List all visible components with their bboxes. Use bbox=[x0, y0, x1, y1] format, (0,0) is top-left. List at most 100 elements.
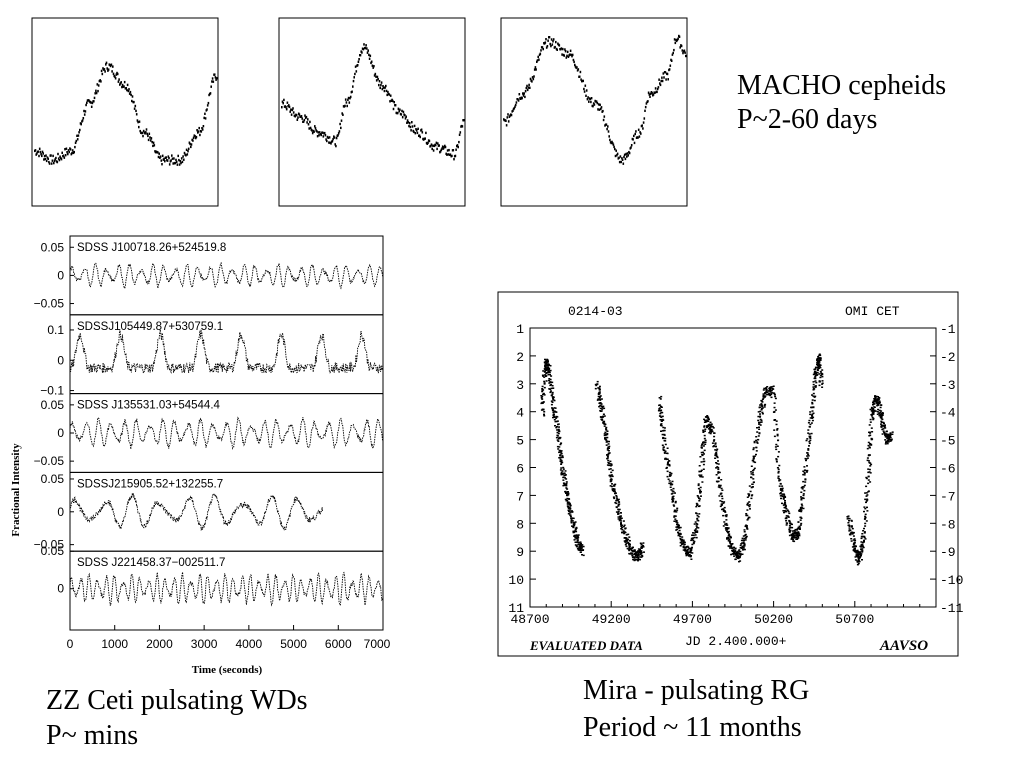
mira-point bbox=[572, 521, 575, 524]
mira-point bbox=[551, 385, 554, 387]
macho-3-point bbox=[522, 94, 525, 97]
mira-point bbox=[542, 370, 545, 372]
mira-point bbox=[695, 525, 698, 527]
mira-point bbox=[853, 548, 856, 551]
mira-point bbox=[632, 558, 635, 561]
mira-point bbox=[811, 394, 813, 396]
mira-point bbox=[810, 432, 813, 435]
mira-point bbox=[889, 438, 892, 440]
mira-point bbox=[699, 491, 702, 493]
mira-point bbox=[695, 505, 698, 508]
macho-2-point bbox=[340, 119, 343, 122]
zz-ceti-x-label: Time (seconds) bbox=[192, 664, 263, 676]
mira-point bbox=[725, 514, 728, 516]
mira-point bbox=[761, 413, 764, 415]
mira-point bbox=[867, 490, 870, 492]
macho-2-point bbox=[380, 81, 383, 84]
macho-2-point bbox=[294, 115, 296, 118]
mira-point bbox=[820, 372, 823, 374]
mira-point bbox=[821, 369, 824, 371]
macho-1-point bbox=[36, 152, 38, 155]
macho-1-point bbox=[95, 89, 97, 92]
mira-point bbox=[754, 461, 757, 464]
mira-point bbox=[546, 361, 549, 363]
mira-point bbox=[548, 371, 551, 374]
macho-3-point bbox=[506, 116, 509, 119]
mira-y-tick-label-right: -9 bbox=[940, 545, 956, 560]
mira-point bbox=[658, 407, 661, 409]
mira-point bbox=[549, 384, 552, 387]
macho-2-point bbox=[366, 51, 369, 54]
mira-point bbox=[573, 530, 576, 533]
mira-point bbox=[812, 395, 815, 397]
mira-point bbox=[866, 457, 869, 459]
mira-point bbox=[861, 551, 864, 553]
mira-point bbox=[807, 448, 810, 450]
macho-1-point bbox=[107, 68, 110, 71]
mira-point bbox=[699, 489, 702, 491]
mira-point bbox=[720, 487, 723, 490]
mira-point bbox=[884, 425, 886, 427]
mira-point bbox=[542, 409, 545, 411]
macho-1-point bbox=[39, 150, 42, 154]
macho-1-point bbox=[170, 159, 172, 162]
mira-point bbox=[797, 531, 800, 533]
macho-2-point bbox=[331, 139, 334, 143]
mira-point bbox=[745, 536, 748, 539]
mira-point bbox=[676, 509, 679, 511]
mira-point bbox=[628, 536, 631, 538]
mira-point bbox=[745, 514, 748, 517]
mira-point bbox=[699, 486, 702, 489]
macho-2-point bbox=[359, 54, 362, 57]
macho-3-point bbox=[618, 156, 620, 159]
macho-2-point bbox=[420, 128, 423, 131]
macho-2-point bbox=[416, 131, 419, 135]
mira-point bbox=[869, 472, 872, 474]
mira-point bbox=[725, 529, 728, 531]
macho-1-point bbox=[42, 152, 44, 155]
mira-point bbox=[694, 530, 697, 532]
macho-3-point bbox=[661, 76, 663, 79]
mira-point bbox=[698, 474, 701, 476]
macho-3-point bbox=[667, 78, 669, 81]
mira-point bbox=[819, 374, 822, 377]
macho-1-point bbox=[159, 156, 161, 159]
mira-point bbox=[784, 511, 787, 513]
mira-point bbox=[564, 498, 567, 501]
mira-point bbox=[736, 554, 739, 556]
mira-point bbox=[598, 405, 601, 408]
mira-point bbox=[559, 443, 562, 446]
macho-3-point bbox=[531, 76, 534, 79]
mira-point bbox=[666, 458, 669, 460]
macho-2-point bbox=[349, 95, 352, 99]
mira-point bbox=[871, 413, 874, 415]
mira-point bbox=[808, 419, 811, 422]
macho-3-point bbox=[562, 47, 564, 51]
zz-panel-name: SDSSJ105449.87+530759.1 bbox=[77, 321, 223, 333]
mira-point bbox=[809, 411, 812, 413]
macho-3-point bbox=[620, 160, 622, 164]
mira-point bbox=[692, 541, 695, 544]
mira-point bbox=[546, 363, 549, 365]
mira-point bbox=[723, 521, 726, 523]
mira-point bbox=[716, 448, 719, 450]
macho-1-point bbox=[110, 63, 113, 66]
mira-point bbox=[556, 429, 559, 431]
macho-1-point bbox=[142, 134, 144, 138]
mira-point bbox=[805, 471, 808, 473]
mira-point bbox=[815, 372, 818, 375]
mira-x-tick-label: 50200 bbox=[754, 612, 793, 627]
mira-point bbox=[562, 484, 565, 487]
mira-point bbox=[664, 450, 667, 452]
mira-point bbox=[565, 487, 568, 489]
mira-caption-line1: Mira - pulsating RG bbox=[583, 675, 810, 706]
mira-point bbox=[871, 415, 874, 417]
mira-point bbox=[599, 410, 602, 412]
macho-2-point bbox=[282, 102, 284, 105]
mira-point bbox=[816, 364, 819, 366]
mira-point bbox=[775, 458, 778, 460]
mira-point bbox=[671, 496, 674, 498]
macho-3-point bbox=[571, 55, 573, 58]
macho-1-point bbox=[157, 151, 159, 154]
macho-3-point bbox=[545, 46, 548, 49]
